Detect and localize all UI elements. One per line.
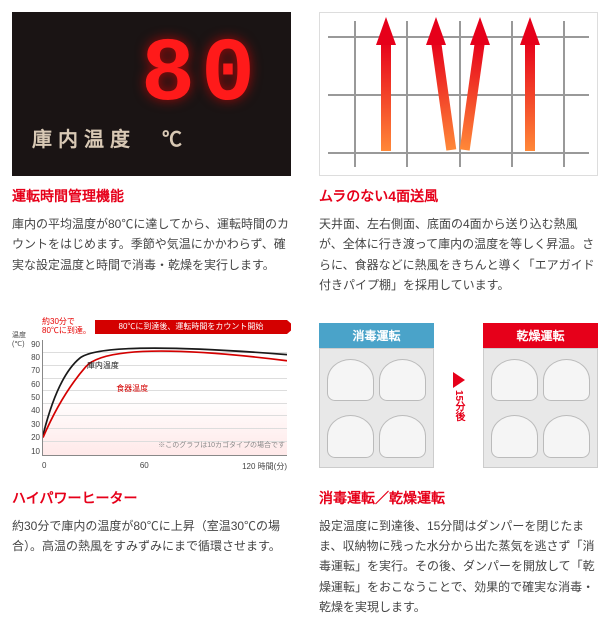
chart-note: ※このグラフは10カゴタイプの場合です	[158, 440, 285, 450]
led-number: 80	[141, 36, 261, 117]
chart-image: 温度 (℃) 約30分で 80℃に到達。 80℃に到達後、運転時間をカウント開始…	[12, 314, 291, 478]
section-title: 運転時間管理機能	[12, 186, 291, 206]
section-desc: 約30分で庫内の温度が80℃に上昇（室温30℃の場合）。高温の熱風をすみずみにま…	[12, 516, 291, 557]
led-display-image: 80 庫内温度 ℃	[12, 12, 291, 176]
mode-arrow: 15分後	[438, 370, 479, 421]
section-desc: 庫内の平均温度が80℃に達してから、運転時間のカウントをはじめます。季節や気温に…	[12, 214, 291, 275]
section-heater: 温度 (℃) 約30分で 80℃に到達。 80℃に到達後、運転時間をカウント開始…	[12, 314, 291, 618]
chart-toplabel: 約30分で 80℃に到達。	[42, 318, 91, 336]
modes-image: 消毒運転 15分後 乾燥運転	[319, 314, 598, 478]
mode-header: 乾燥運転	[483, 323, 598, 348]
section-title: ムラのない4面送風	[319, 186, 598, 206]
led-label: 庫内温度 ℃	[32, 123, 271, 152]
section-title: 消毒運転／乾燥運転	[319, 488, 598, 508]
chart-legend2: 食器温度	[116, 383, 148, 394]
arrow-text: 15分後	[451, 390, 466, 421]
rack-airflow-image	[319, 12, 598, 176]
arrow-right-icon	[453, 372, 465, 388]
chart-topbar: 80℃に到達後、運転時間をカウント開始	[95, 320, 287, 334]
section-modes: 消毒運転 15分後 乾燥運転	[319, 314, 598, 618]
section-desc: 天井面、左右側面、底面の4面から送り込む熱風が、全体に行き渡って庫内の温度を等し…	[319, 214, 598, 296]
chart-legend1: 庫内温度	[87, 360, 119, 371]
mode-header: 消毒運転	[319, 323, 434, 348]
chart-plot: 庫内温度 食器温度	[42, 340, 287, 456]
chart-xticks: 0 60 120 時間(分)	[42, 461, 287, 472]
section-title: ハイパワーヒーター	[12, 488, 291, 508]
section-led: 80 庫内温度 ℃ 運転時間管理機能 庫内の平均温度が80℃に達してから、運転時…	[12, 12, 291, 296]
mode-sterilize: 消毒運転	[319, 323, 434, 468]
chart-yticks: 90 80 70 60 50 40 30 20 10	[14, 340, 40, 456]
section-desc: 設定温度に到達後、15分間はダンパーを閉じたまま、収納物に残った水分から出た蒸気…	[319, 516, 598, 618]
section-airflow: ムラのない4面送風 天井面、左右側面、底面の4面から送り込む熱風が、全体に行き渡…	[319, 12, 598, 296]
mode-dry: 乾燥運転	[483, 323, 598, 468]
